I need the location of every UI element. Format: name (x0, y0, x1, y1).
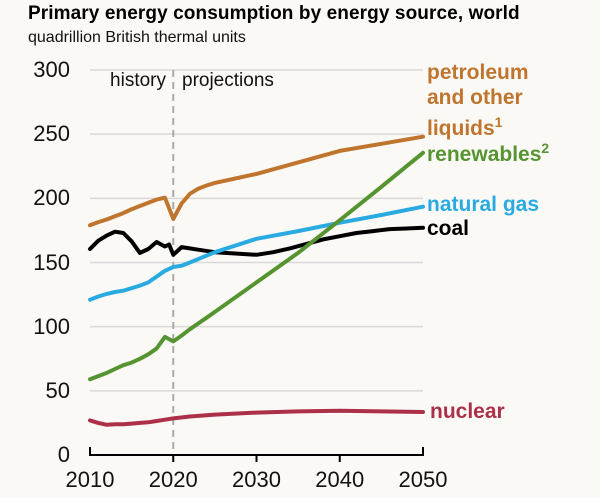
y-tick-label: 300 (33, 57, 70, 82)
series-line-nuclear (88, 408, 425, 427)
series-label-petroleum: petroleum and other liquids1 (427, 60, 529, 141)
x-tick-label: 2040 (315, 467, 365, 492)
projections-annotation: projections (182, 70, 274, 91)
y-tick-label: 100 (33, 313, 70, 339)
x-axis (89, 447, 424, 456)
series-label-nuclear: nuclear (430, 400, 505, 423)
series-label-petroleum-line3: liquids1 (427, 114, 503, 140)
footnote-marker-2: 2 (541, 140, 550, 156)
footnote-marker-1: 1 (494, 114, 503, 130)
y-tick-label: 150 (33, 249, 70, 275)
chart-units-subtitle: quadrillion British thermal units (28, 29, 246, 46)
x-tick-label: 2030 (232, 467, 281, 492)
series-label-renewables: renewables2 (427, 140, 550, 166)
series-label-coal: coal (427, 217, 470, 240)
series-label-petroleum-line1: petroleum (427, 61, 529, 84)
series-label-natural-gas: natural gas (427, 193, 540, 216)
series-line-petroleum-and-other-liquids (88, 134, 425, 228)
x-tick-label: 2050 (398, 467, 448, 492)
series-line-renewables (88, 150, 425, 382)
page-title: Primary energy consumption by energy sou… (28, 3, 520, 24)
x-tick-label: 2020 (148, 467, 198, 492)
x-tick-label: 2010 (65, 467, 115, 492)
series-line-natural-gas (88, 204, 425, 302)
series-line-coal (88, 225, 425, 257)
series-label-petroleum-line2: and other (427, 86, 523, 109)
y-tick-label: 200 (33, 185, 70, 211)
y-tick-label: 50 (45, 377, 70, 403)
history-annotation: history (110, 70, 166, 91)
y-tick-label: 250 (33, 121, 70, 147)
y-tick-label: 0 (57, 442, 70, 467)
